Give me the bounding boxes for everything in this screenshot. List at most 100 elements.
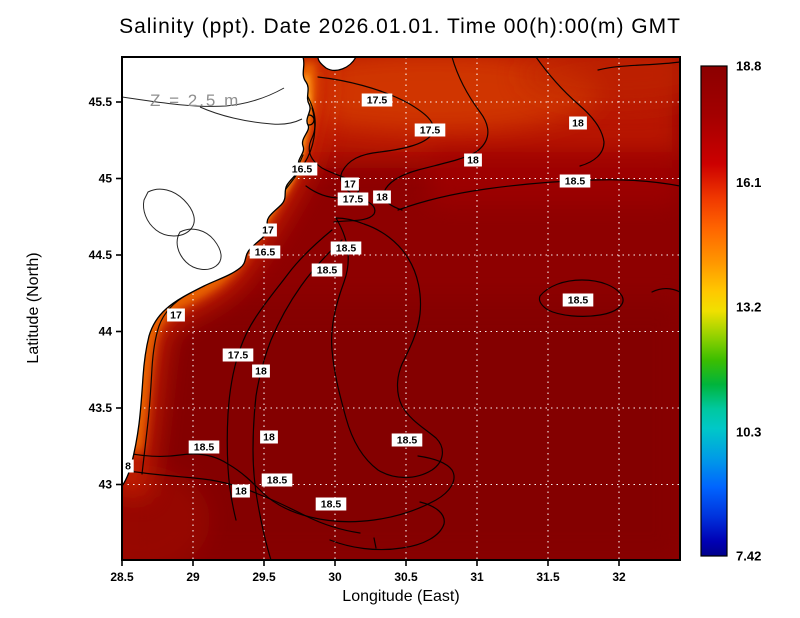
contour-line	[397, 179, 680, 211]
y-tick-label: 45	[99, 172, 113, 186]
contour-line	[305, 94, 360, 199]
contour-label: 18.5	[565, 176, 586, 188]
contour-label: 18.5	[317, 265, 338, 277]
river-branch	[121, 87, 285, 107]
colorbar-tick-label: 7.42	[736, 549, 761, 564]
x-tick-label: 29	[186, 570, 200, 584]
contour-label-box	[311, 263, 343, 277]
contour-line	[538, 279, 624, 317]
contour-label: 17.5	[420, 125, 441, 137]
sea-patch-north-center	[260, 57, 600, 132]
contour-label-box	[222, 348, 254, 362]
depth-annotation: Z = 2.5 m	[150, 91, 240, 110]
contour-line	[122, 469, 361, 534]
axis-layer: 28.5 29 29.5 30 30.5 31 31.5 32 43 43.5 44 44.5 45 45…	[89, 95, 626, 584]
contour-label-box	[232, 484, 250, 498]
x-tick-label: 30.5	[394, 570, 418, 584]
sea-patch-north-east	[520, 57, 680, 105]
land-spit	[317, 56, 357, 72]
contour-label: 17	[262, 225, 274, 237]
contour-label-box	[330, 241, 362, 255]
contour-label-box	[341, 177, 359, 191]
contour-label: 18.5	[321, 499, 342, 511]
colorbar-tick-label: 10.3	[736, 424, 761, 439]
y-tick-label: 44	[99, 325, 113, 339]
contour-label-box	[361, 93, 393, 107]
x-tick-label: 31.5	[536, 570, 560, 584]
contour-label: 18.5	[267, 475, 288, 487]
sea-shade-south	[122, 300, 680, 560]
colorbar-frame	[700, 65, 728, 557]
contour-label: 16.5	[255, 247, 276, 259]
y-tick-label: 45.5	[89, 95, 113, 109]
contour-line	[226, 229, 333, 521]
contour-label: 17.5	[367, 95, 388, 107]
contour-label-box	[188, 440, 220, 454]
contour-label-box	[260, 430, 278, 444]
y-tick-label: 43	[99, 478, 113, 492]
contour-label: 17	[344, 179, 356, 191]
contour-label-box	[391, 433, 423, 447]
contour-line	[331, 217, 443, 479]
contour-label-box	[569, 116, 587, 130]
contour-line	[535, 57, 605, 167]
contour-label-box	[337, 192, 369, 206]
contour-label: 17.5	[343, 194, 364, 206]
colorbar-label-layer: 18.8 16.1 13.2 10.3 7.42	[736, 59, 761, 564]
contour-label: 18	[376, 192, 388, 204]
colorbar	[701, 66, 727, 556]
contour-label-box	[252, 364, 270, 378]
y-tick-label: 43.5	[89, 401, 113, 415]
contour-line	[252, 239, 343, 560]
contour-line	[329, 501, 445, 551]
contour-label-box	[122, 459, 134, 473]
contour-label: 8	[125, 461, 131, 473]
x-tick-label: 28.5	[110, 570, 134, 584]
contour-label: 18.5	[336, 243, 357, 255]
colorbar-tick-label: 13.2	[736, 300, 761, 315]
lagoon-lake	[143, 188, 195, 237]
y-tick-label: 44.5	[89, 248, 113, 262]
contour-label-box	[249, 245, 281, 259]
contour-label: 18	[572, 118, 584, 130]
x-tick-label: 32	[612, 570, 626, 584]
colorbar-tick-label: 16.1	[736, 175, 761, 190]
contour-line	[651, 288, 680, 293]
land-layer	[121, 56, 357, 487]
x-tick-label: 31	[470, 570, 484, 584]
colorbar-tick-label: 18.8	[736, 59, 761, 74]
contour-label: 18	[467, 155, 479, 167]
contour-label-layer: 17.5 17.5 18 18 16.5 17 18.5 17.5 18 17 18.5 16.5 18…	[122, 93, 594, 511]
contour-label: 17	[170, 310, 182, 322]
contour-label-box	[559, 174, 591, 188]
contour-label-box	[286, 162, 318, 176]
contour-label-box	[167, 308, 185, 322]
river-branch	[199, 106, 303, 125]
contour-line	[317, 76, 435, 223]
y-axis-label: Latitude (North)	[25, 252, 42, 363]
contour-label-box	[315, 497, 347, 511]
contour-label: 18.5	[568, 295, 589, 307]
contour-label: 16.5	[292, 164, 313, 176]
contour-label: 18	[255, 366, 267, 378]
x-axis-label: Longitude (East)	[342, 588, 459, 605]
plot-frame	[121, 56, 681, 561]
contour-label: 18.5	[397, 435, 418, 447]
contour-label-box	[373, 190, 391, 204]
chart-title: Salinity (ppt). Date 2026.01.01. Time 00…	[119, 15, 681, 38]
contour-label-box	[562, 293, 594, 307]
contour-label: 18	[235, 486, 247, 498]
contour-label-box	[464, 153, 482, 167]
contour-line	[122, 451, 455, 523]
lagoon-lake	[176, 228, 222, 270]
x-tick-label: 29.5	[252, 570, 276, 584]
land-mass	[121, 56, 311, 487]
contour-label: 17.5	[228, 350, 249, 362]
contour-line	[597, 61, 680, 71]
contour-label-box	[414, 123, 446, 137]
contour-label-box	[259, 223, 277, 237]
contour-label-box	[261, 473, 293, 487]
contour-label: 18.5	[194, 442, 215, 454]
x-tick-label: 30	[328, 570, 342, 584]
